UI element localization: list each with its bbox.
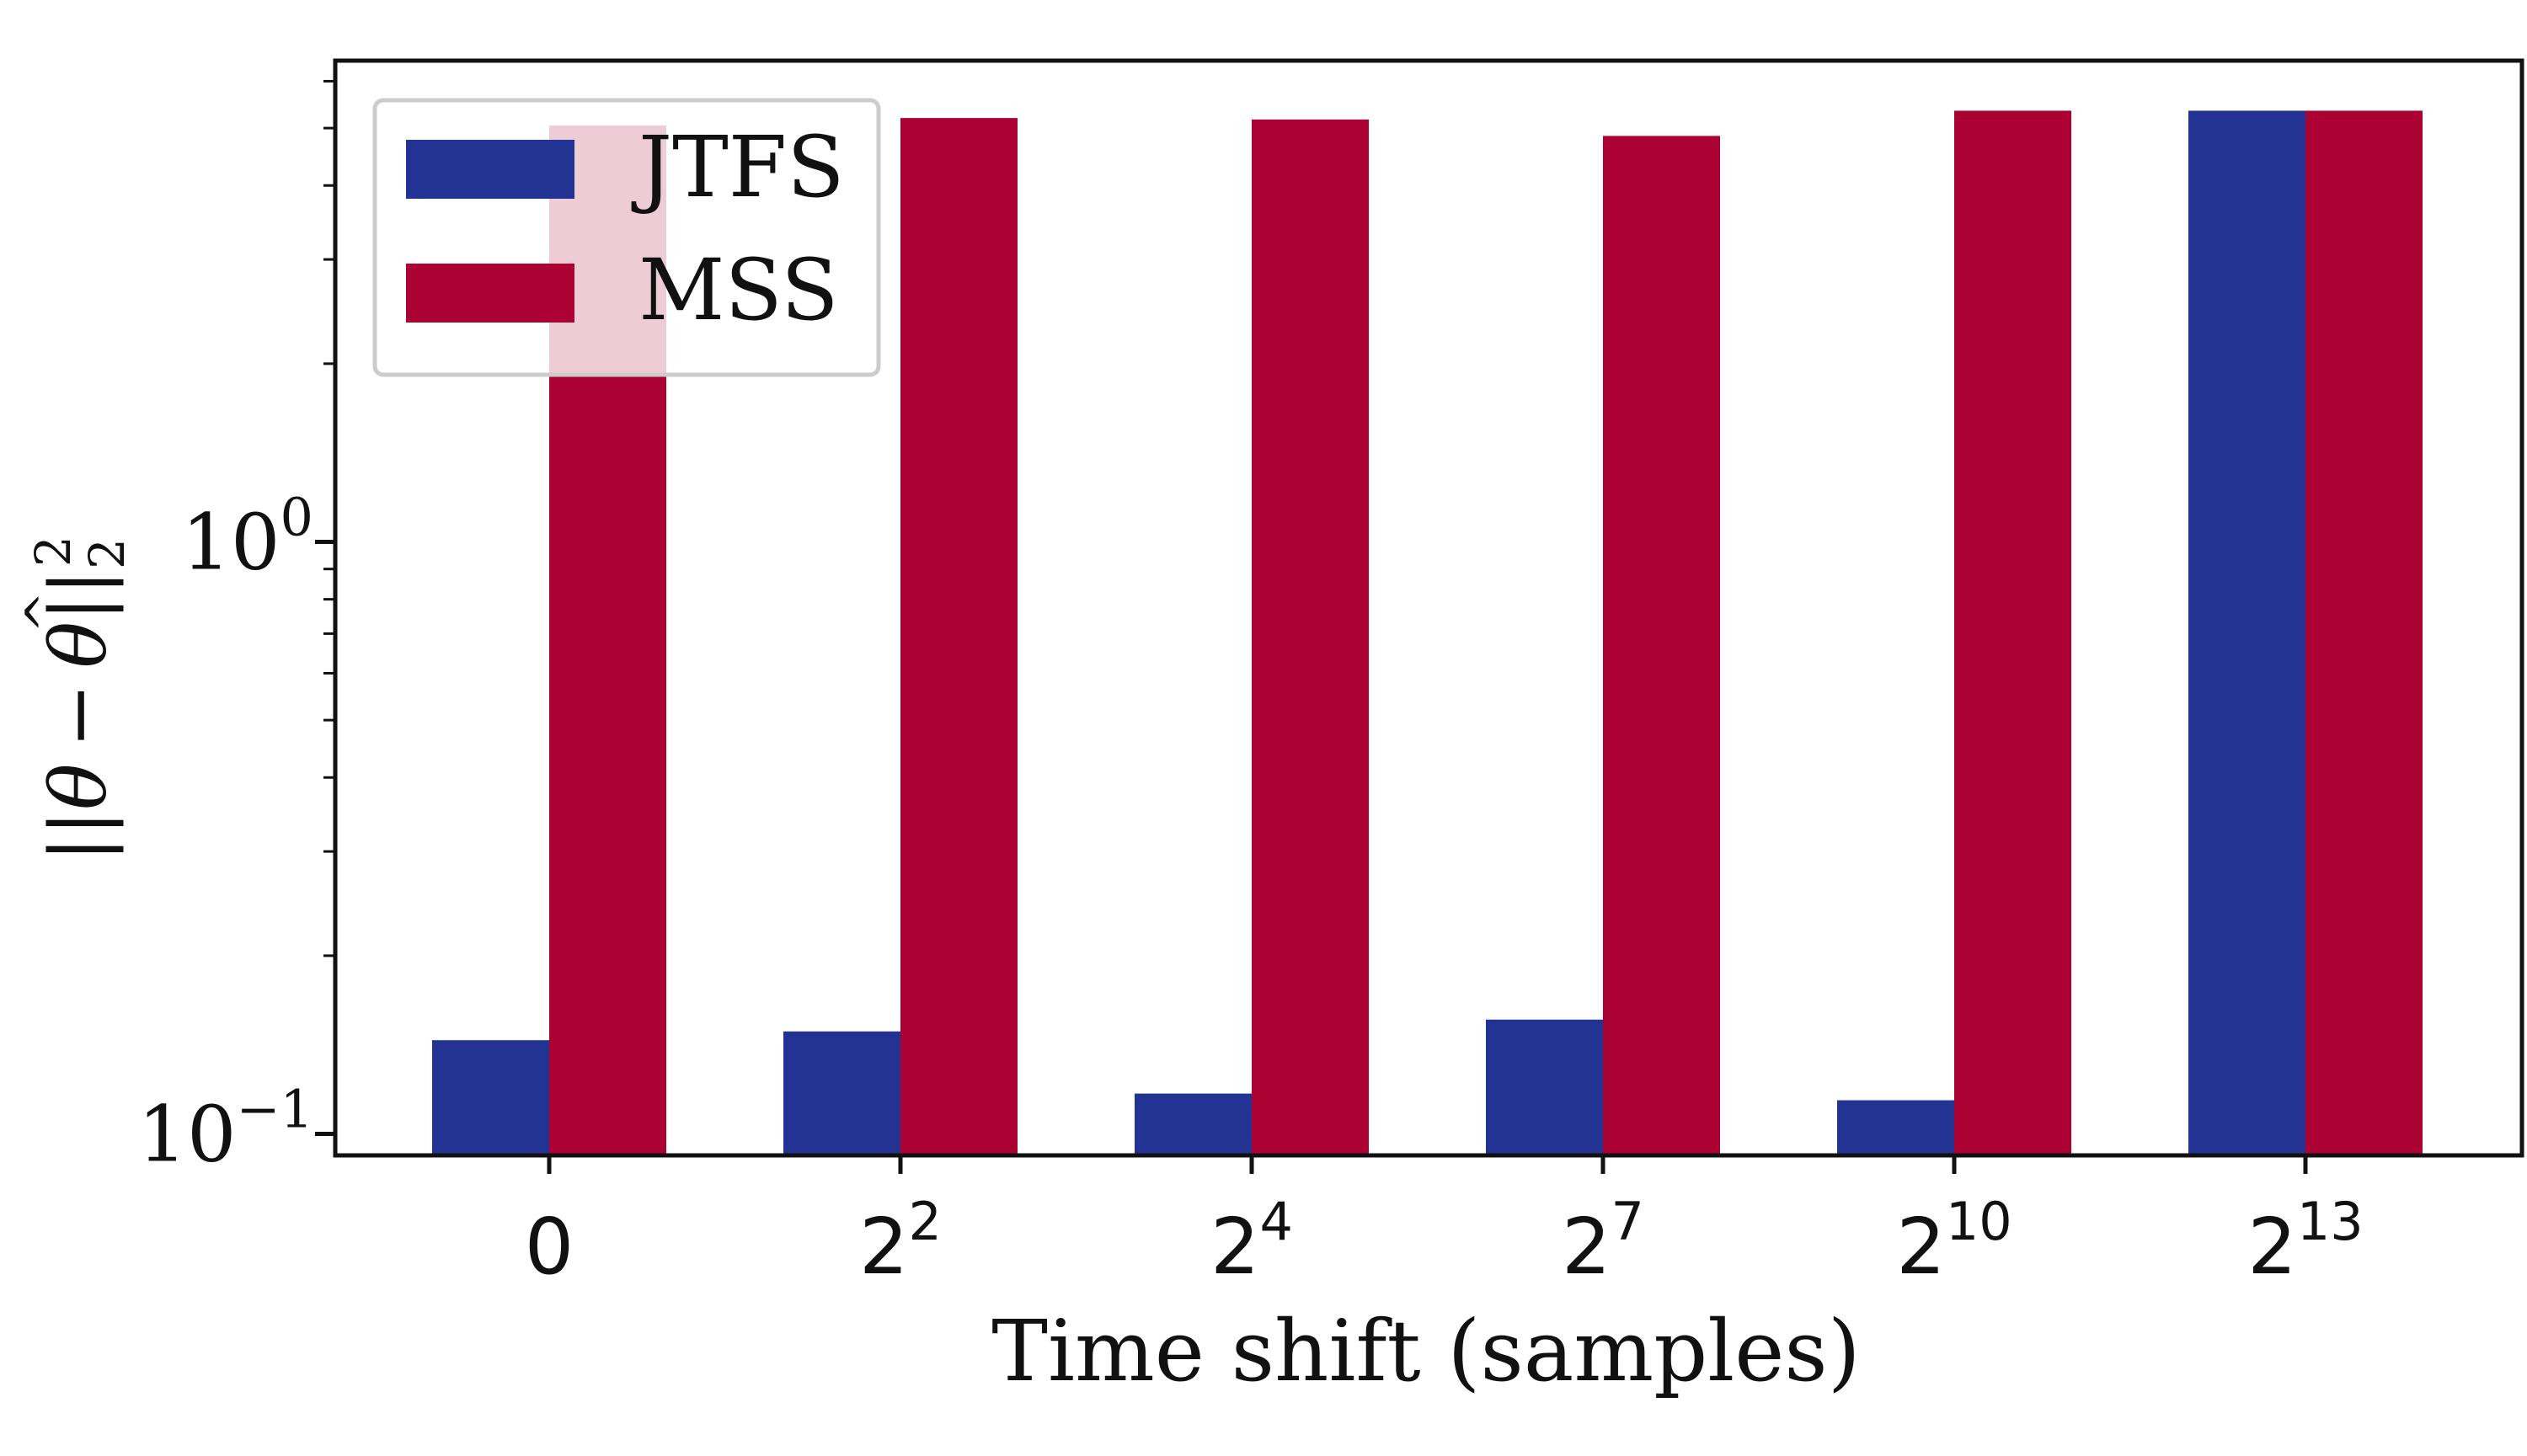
y-label-superscript: 2 (24, 536, 82, 567)
bar-mss-3 (1603, 136, 1720, 1155)
bar-mss-2 (1252, 119, 1369, 1156)
bar-mss-5 (2305, 110, 2423, 1155)
x-tick-exp-5: 13 (2297, 1191, 2364, 1252)
y-label-subscript: 2 (78, 538, 136, 569)
x-tick-base-2: 2 (1210, 1202, 1260, 1292)
x-tick-exp-1: 2 (909, 1191, 942, 1252)
bar-jtfs-4 (1837, 1100, 1954, 1155)
y-tick-label-0: 10−1 (138, 1079, 313, 1180)
x-tick-base-1: 2 (859, 1202, 909, 1292)
x-tick-label-0: 0 (525, 1202, 574, 1292)
plot-frame (333, 58, 2524, 1158)
x-tick-label-5: 213 (2247, 1191, 2363, 1292)
legend-swatch-jtfs (406, 140, 574, 199)
y-axis-label-text: ||θ−θ||22 (24, 536, 136, 862)
x-tick-base-5: 2 (2247, 1202, 2297, 1292)
bar-jtfs-0 (432, 1040, 549, 1155)
y-tick-exp-1: 0 (280, 487, 313, 548)
y-tick-base-1: 10 (181, 498, 280, 588)
legend-swatch-mss (406, 264, 574, 323)
bars-layer (432, 110, 2423, 1156)
legend-label-mss: MSS (638, 241, 839, 339)
x-tick-exp-2: 4 (1260, 1191, 1293, 1252)
y-label-hat-mark: ^ (15, 591, 74, 633)
y-tick-exp-0: −1 (237, 1079, 313, 1140)
x-tick-label-2: 24 (1210, 1191, 1293, 1292)
y-label-open-norm: || (34, 810, 124, 862)
x-tick-exp-4: 10 (1946, 1191, 2012, 1252)
legend-label-jtfs: JTFS (631, 118, 845, 216)
y-axis-label: ||θ−θ||22 ^ (15, 536, 136, 862)
bar-jtfs-5 (2188, 110, 2305, 1155)
x-tick-label-1: 22 (859, 1191, 942, 1292)
axes-layer (333, 58, 2524, 1158)
x-tick-label-3: 27 (1562, 1191, 1644, 1292)
y-label-close-norm: || (34, 569, 124, 621)
y-tick-base-0: 10 (138, 1090, 237, 1180)
y-label-minus: − (34, 683, 124, 748)
bar-mss-1 (900, 118, 1018, 1156)
x-axis-label: Time shift (samples) (991, 1302, 1860, 1400)
bar-jtfs-3 (1486, 1019, 1603, 1155)
x-tick-base-3: 2 (1562, 1202, 1611, 1292)
x-tick-label-4: 210 (1896, 1191, 2011, 1292)
y-tick-label-1: 100 (181, 487, 313, 588)
y-label-theta-hat: θ (34, 621, 124, 668)
bar-mss-4 (1954, 110, 2071, 1155)
bar-jtfs-1 (783, 1031, 900, 1155)
x-tick-base-0: 0 (525, 1202, 574, 1292)
x-tick-exp-3: 7 (1611, 1191, 1644, 1252)
bar-jtfs-2 (1135, 1093, 1252, 1155)
legend: JTFS MSS (372, 98, 881, 377)
x-tick-base-4: 2 (1896, 1202, 1946, 1292)
y-label-theta: θ (34, 763, 124, 809)
